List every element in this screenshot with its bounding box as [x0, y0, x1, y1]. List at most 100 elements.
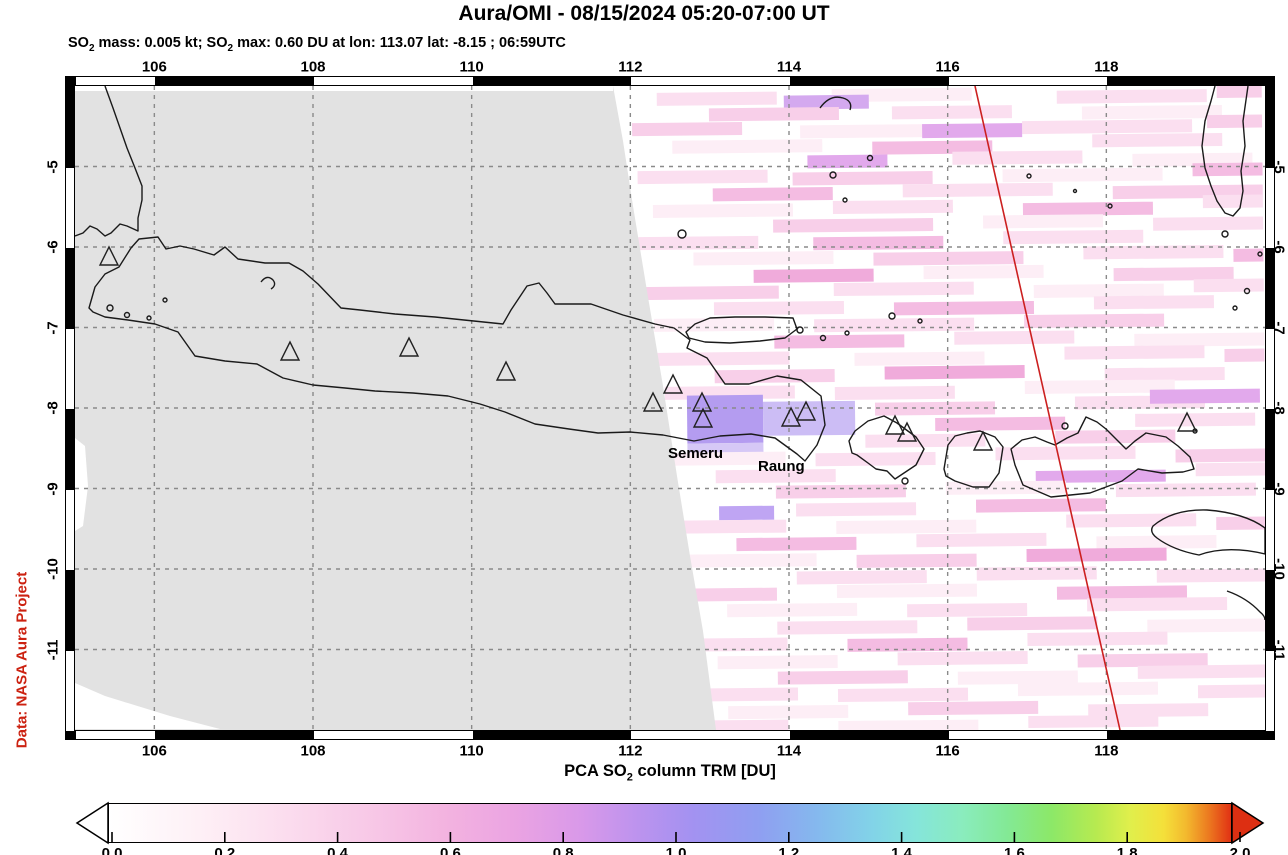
- swath-pixel-stripe: [1195, 462, 1265, 477]
- border-segment-white: [631, 77, 790, 85]
- lat-tick-label-left: -10: [44, 558, 62, 580]
- border-segment-white: [76, 77, 156, 85]
- coastline-path: [819, 96, 852, 111]
- volcano-triangle-icon: [972, 430, 994, 451]
- swath-pixel-stripe: [907, 603, 1028, 618]
- swath-pixel-stripe: [975, 498, 1107, 513]
- swath-pixel-stripe: [1077, 653, 1208, 668]
- coastline-path: [848, 415, 925, 480]
- border-segment-white: [66, 328, 74, 409]
- swath-pixel-stripe: [872, 140, 993, 155]
- border-segment-white: [66, 650, 74, 731]
- volcano-triangle-icon: [495, 360, 517, 381]
- swath-pixel-stripe: [957, 670, 1078, 685]
- volcano-triangle-icon: [662, 373, 684, 394]
- volcano-name-label: Raung: [758, 458, 805, 475]
- small-island: [1243, 287, 1251, 295]
- border-segment-white: [66, 489, 74, 570]
- small-island: [1026, 173, 1032, 179]
- page-title: Aura/OMI - 08/15/2024 05:20-07:00 UT: [458, 2, 830, 25]
- volcano-triangle-icon: [692, 407, 714, 428]
- swath-pixel-stripe: [1083, 244, 1224, 260]
- lon-tick-label-top: 114: [776, 58, 802, 76]
- swath-pixel-stripe: [1135, 412, 1256, 427]
- swath-pixel-stripe: [1093, 295, 1214, 310]
- lon-tick-label-top: 106: [141, 58, 167, 76]
- swath-pixel-stripe: [1066, 513, 1197, 528]
- small-island: [901, 477, 909, 485]
- small-island: [1072, 188, 1078, 194]
- swath-pixel-stripe: [995, 445, 1136, 461]
- lon-tick-label-bottom: 116: [935, 742, 960, 760]
- border-segment-white: [314, 731, 473, 739]
- border-segment-black: [472, 77, 632, 85]
- swath-pixel-stripe: [902, 182, 1053, 198]
- swath-pixel-stripe: [1096, 535, 1217, 550]
- volcano-triangle-icon: [884, 414, 906, 435]
- border-segment-white: [1266, 650, 1274, 731]
- swath-pixel-stripe: [652, 203, 794, 218]
- lat-tick-label-right: -9: [1270, 481, 1288, 496]
- colorbar-title: PCA SO2 column TRM [DU]: [75, 762, 1265, 783]
- swath-pixel-stripe: [753, 268, 874, 283]
- swath-pixel-stripe: [1147, 618, 1265, 633]
- swath-pixel-stripe: [1055, 429, 1176, 444]
- border-segment-white: [948, 77, 1108, 85]
- coastline-path: [1201, 86, 1249, 217]
- small-island: [844, 330, 850, 336]
- swath-pixel-stripe: [686, 394, 764, 444]
- swath-pixel-stripe: [1002, 167, 1163, 183]
- lon-tick-label-top: 108: [300, 58, 326, 76]
- border-segment-black: [66, 409, 74, 490]
- border-segment-white: [1266, 489, 1274, 570]
- volcano-triangle-icon: [780, 406, 802, 427]
- border-segment-white: [1266, 328, 1274, 409]
- colorbar-tick-value: 0.0: [101, 845, 123, 855]
- so2-summary-line: SO2 mass: 0.005 kt; SO2 max: 0.60 DU at …: [68, 35, 566, 54]
- border-segment-black: [155, 77, 314, 85]
- swath-pixel-stripe: [873, 251, 1024, 266]
- map-plot-area: Semeru Raung: [74, 85, 1266, 731]
- colorbar-tick-value: 1.8: [1116, 845, 1138, 855]
- swath-white-patch: [75, 86, 613, 91]
- subscript-2: 2: [227, 42, 234, 54]
- swath-pixel-stripe: [1193, 278, 1264, 293]
- swath-pixel-stripe: [715, 469, 836, 484]
- swath-pixel-stripe: [916, 532, 1047, 548]
- swath-pixel-stripe: [712, 187, 833, 202]
- swath-pixel-stripe: [672, 139, 823, 154]
- swath-white-patch: [75, 683, 220, 729]
- border-segment-black: [472, 731, 632, 739]
- small-island: [888, 312, 896, 320]
- swath-pixel-stripe: [656, 91, 777, 106]
- border-segment-black: [790, 77, 949, 85]
- swath-pixel-stripe: [1192, 162, 1263, 177]
- swath-pixel-stripe: [1233, 248, 1264, 262]
- swath-pixel-stripe: [834, 385, 955, 401]
- swath-pixel-stripe: [838, 719, 979, 730]
- swath-pixel-stripe: [774, 334, 905, 349]
- data-credit-vertical-text: Data: NASA Aura Project: [13, 571, 31, 749]
- swath-pixel-stripe: [836, 519, 977, 535]
- subtitle-part: SO: [68, 35, 89, 51]
- subscript-2: 2: [626, 771, 633, 784]
- lon-tick-label-bottom: 108: [300, 742, 326, 760]
- swath-pixel-stripe: [1087, 596, 1228, 612]
- swath-pixel-stripe: [983, 214, 1104, 229]
- colorbar-tick-value: 1.2: [778, 845, 800, 855]
- swath-pixel-stripe: [777, 620, 918, 635]
- colorbar-tick-value: 1.4: [891, 845, 913, 855]
- lat-tick-label-right: -11: [1270, 639, 1288, 660]
- colorbar-tick-value: 1.6: [1003, 845, 1025, 855]
- volcano-name-label: Semeru: [668, 445, 724, 462]
- border-segment-white: [66, 167, 74, 248]
- swath-pixel-stripe: [1156, 568, 1265, 583]
- colorbar-title-part: PCA SO: [564, 762, 627, 780]
- swath-pixel-stripe: [1064, 345, 1205, 360]
- coastline-path: [88, 236, 826, 462]
- coastline-path: [75, 86, 143, 237]
- border-segment-black: [66, 87, 74, 168]
- lon-tick-label-top: 112: [618, 58, 643, 76]
- lat-tick-label-left: -11: [44, 639, 62, 660]
